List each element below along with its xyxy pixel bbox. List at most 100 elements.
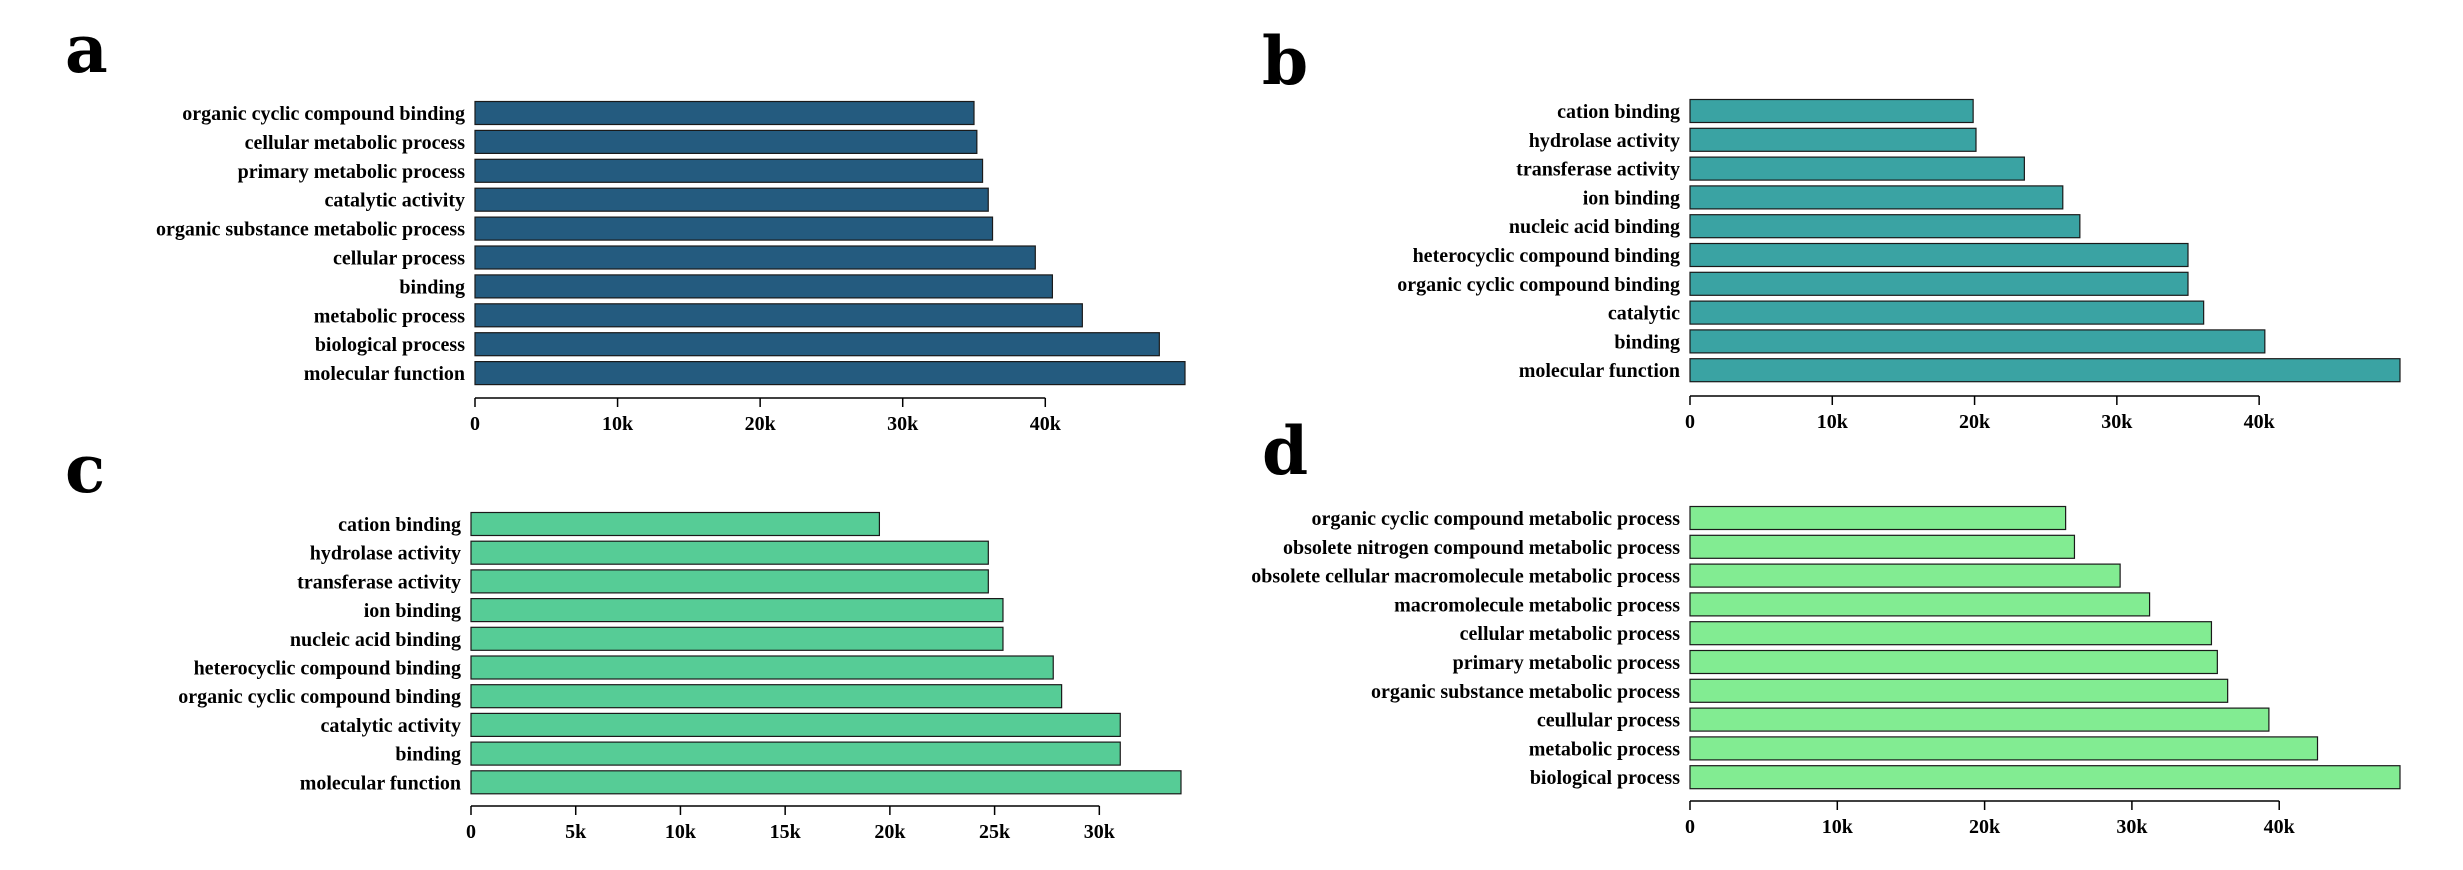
x-tick-label-c-2: 10k: [665, 821, 697, 843]
panel-letter-d: d: [1262, 412, 1308, 490]
category-label-d-0: organic cyclic compound metabolic proces…: [1312, 508, 1681, 530]
category-label-d-8: metabolic process: [1529, 738, 1680, 760]
category-label-c-6: organic cyclic compound binding: [178, 686, 461, 708]
x-tick-label-c-0: 0: [466, 821, 476, 843]
bar-b-9: [1689, 358, 2401, 383]
bar-a-2: [474, 158, 984, 183]
category-label-a-1: cellular metabolic process: [245, 132, 466, 154]
category-label-b-5: heterocyclic compound binding: [1413, 245, 1680, 267]
category-label-a-8: biological process: [315, 334, 465, 356]
category-label-b-1: hydrolase activity: [1529, 130, 1680, 152]
category-label-d-3: macromolecule metabolic process: [1394, 594, 1680, 616]
category-label-a-6: binding: [399, 276, 465, 298]
category-label-d-1: obsolete nitrogen compound metabolic pro…: [1283, 537, 1680, 559]
x-tick-label-d-0: 0: [1685, 816, 1695, 838]
category-label-d-9: biological process: [1530, 767, 1680, 789]
bar-b-0: [1689, 98, 1974, 124]
category-label-a-4: organic substance metabolic process: [156, 219, 465, 241]
panel-letter-b: b: [1262, 22, 1308, 100]
x-tick-label-b-1: 10k: [1817, 411, 1849, 433]
x-tick-label-c-6: 30k: [1084, 821, 1116, 843]
category-label-b-7: catalytic: [1608, 303, 1680, 325]
bar-chart-b: cation binding hydrolase activity transfer…: [1397, 98, 2401, 433]
category-label-a-9: molecular function: [304, 363, 465, 385]
category-label-a-0: organic cyclic compound binding: [182, 103, 465, 125]
bar-b-2: [1689, 156, 2025, 181]
bar-c-9: [470, 770, 1182, 795]
bar-c-0: [470, 511, 881, 537]
bar-d-4: [1689, 621, 2213, 646]
category-label-b-4: nucleic acid binding: [1509, 216, 1680, 238]
panel-d: d organic cyclic compound metabolic proc…: [1251, 412, 2401, 838]
category-label-b-3: ion binding: [1583, 187, 1680, 209]
x-tick-label-c-1: 5k: [565, 821, 587, 843]
bar-b-7: [1689, 300, 2205, 325]
x-tick-label-c-3: 15k: [770, 821, 802, 843]
category-label-c-1: hydrolase activity: [310, 543, 461, 565]
category-label-b-9: molecular function: [1519, 360, 1680, 382]
bar-c-2: [470, 569, 989, 594]
category-label-c-2: transferase activity: [297, 571, 461, 593]
bar-b-4: [1689, 214, 2081, 239]
category-label-a-3: catalytic activity: [325, 190, 466, 212]
bar-d-6: [1689, 678, 2229, 703]
category-label-b-2: transferase activity: [1516, 159, 1680, 181]
category-label-b-8: binding: [1614, 331, 1680, 353]
bar-chart-d: organic cyclic compound metabolic proces…: [1251, 505, 2401, 838]
panel-a: a organic cyclic compound binding cellula…: [65, 10, 1186, 435]
panel-b: b cation binding hydrolase activity transf…: [1262, 22, 2401, 433]
x-tick-label-b-4: 40k: [2244, 411, 2276, 433]
category-label-d-2: obsolete cellular macromolecule metaboli…: [1251, 566, 1680, 588]
x-tick-label-d-1: 10k: [1822, 816, 1854, 838]
x-tick-label-b-0: 0: [1685, 411, 1695, 433]
category-label-d-6: organic substance metabolic process: [1371, 681, 1680, 703]
bar-c-4: [470, 626, 1004, 651]
category-label-d-4: cellular metabolic process: [1460, 623, 1681, 645]
x-tick-label-a-1: 10k: [602, 413, 634, 435]
category-label-c-5: heterocyclic compound binding: [194, 658, 461, 680]
bar-chart-c: cation binding hydrolase activity transfer…: [178, 511, 1182, 843]
category-label-b-0: cation binding: [1557, 101, 1680, 123]
x-tick-label-d-2: 20k: [1969, 816, 2001, 838]
bar-d-9: [1689, 765, 2401, 790]
bar-a-8: [474, 332, 1160, 357]
category-label-c-0: cation binding: [338, 514, 461, 536]
bar-b-3: [1689, 185, 2064, 210]
category-label-c-8: binding: [395, 744, 461, 766]
category-label-c-4: nucleic acid binding: [290, 629, 461, 651]
bar-b-1: [1689, 127, 1977, 152]
x-tick-label-c-5: 25k: [979, 821, 1011, 843]
category-label-c-3: ion binding: [364, 600, 461, 622]
bar-b-5: [1689, 242, 2189, 268]
x-tick-label-b-2: 20k: [1959, 411, 1991, 433]
bar-a-6: [474, 274, 1054, 299]
panel-c: c cation binding hydrolase activity transf…: [65, 430, 1182, 843]
bar-d-1: [1689, 534, 2076, 559]
bar-d-5: [1689, 649, 2218, 675]
category-label-a-2: primary metabolic process: [238, 161, 466, 183]
bar-c-6: [470, 684, 1063, 709]
bar-chart-a: organic cyclic compound binding cellular …: [156, 100, 1186, 435]
bar-a-3: [474, 187, 989, 212]
panel-letter-c: c: [65, 430, 105, 508]
bar-d-8: [1689, 736, 2319, 761]
bar-c-8: [470, 741, 1121, 766]
bar-d-0: [1689, 505, 2067, 531]
x-tick-label-d-4: 40k: [2264, 816, 2296, 838]
bar-b-6: [1689, 271, 2189, 296]
category-label-c-7: catalytic activity: [321, 715, 462, 737]
x-tick-label-a-2: 20k: [745, 413, 777, 435]
bar-b-8: [1689, 329, 2266, 354]
bar-c-5: [470, 655, 1054, 680]
panel-letter-a: a: [65, 10, 108, 88]
x-tick-label-a-4: 40k: [1030, 413, 1062, 435]
bar-a-1: [474, 129, 978, 154]
x-tick-label-c-4: 20k: [874, 821, 906, 843]
bar-a-4: [474, 216, 994, 241]
category-label-a-5: cellular process: [333, 248, 465, 270]
bar-d-7: [1689, 707, 2270, 732]
category-label-b-6: organic cyclic compound binding: [1397, 274, 1680, 296]
bar-a-7: [474, 303, 1083, 328]
bar-a-9: [474, 361, 1186, 386]
